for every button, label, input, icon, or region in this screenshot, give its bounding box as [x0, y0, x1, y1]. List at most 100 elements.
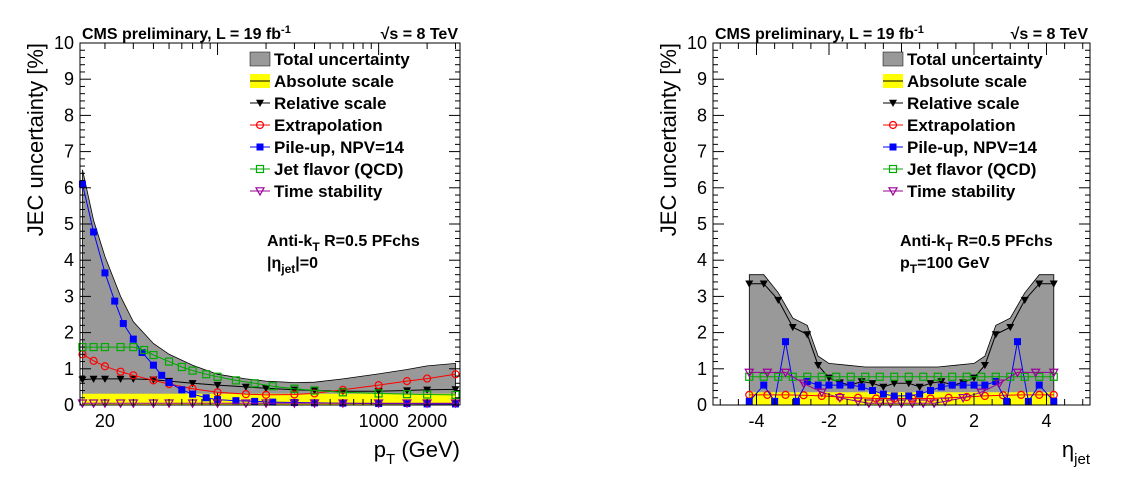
data-point — [939, 397, 951, 407]
data-point — [798, 379, 809, 389]
data-point — [188, 380, 197, 388]
data-point — [915, 383, 924, 391]
legend-marker — [255, 120, 265, 130]
data-point — [402, 390, 412, 399]
data-point — [149, 361, 157, 369]
data-point — [451, 370, 460, 379]
data-point — [89, 342, 98, 352]
data-point — [1014, 338, 1021, 346]
legend-entry: Relative scale — [250, 94, 386, 113]
data-point — [991, 331, 1000, 339]
y-axis-title: JEC uncertainty [%] — [656, 43, 681, 236]
legend-marker — [888, 164, 898, 174]
x-tick-label: 0 — [896, 411, 906, 431]
y-axis: 0 1 2 3 4 5 6 7 8 9 10 — [687, 33, 1090, 415]
data-point — [962, 392, 971, 402]
x-tick-label: 2000 — [407, 411, 447, 431]
data-point — [231, 376, 240, 385]
data-point — [251, 397, 259, 405]
data-point — [869, 387, 876, 395]
data-point — [90, 228, 98, 236]
data-point — [916, 390, 924, 398]
data-point — [129, 335, 137, 343]
data-point — [760, 381, 768, 389]
x-axis-title: pT (GeV) — [374, 437, 460, 468]
y-tick-label: 8 — [697, 105, 707, 125]
series-line-extrapolation — [82, 353, 456, 396]
data-point — [241, 383, 250, 391]
x-tick-label: 1000 — [359, 411, 399, 431]
data-point — [268, 382, 277, 391]
data-point — [158, 371, 166, 379]
data-point — [817, 372, 826, 381]
data-point — [101, 269, 109, 277]
y-tick-label: 5 — [64, 214, 74, 234]
data-point — [100, 362, 110, 371]
data-point — [1003, 397, 1011, 405]
data-point — [374, 380, 383, 390]
plot-content — [744, 274, 1059, 409]
data-point — [918, 399, 929, 409]
data-point — [78, 342, 87, 352]
legend-swatch — [882, 51, 904, 67]
legend-entry: Absolute scale — [883, 72, 1027, 91]
data-point — [138, 349, 146, 357]
legend-marker — [887, 187, 899, 197]
data-point — [213, 372, 222, 381]
data-point — [846, 372, 855, 381]
data-point — [745, 280, 754, 288]
y-tick-label: 6 — [697, 178, 707, 198]
data-point — [852, 397, 864, 407]
series-line-relative-scale — [749, 283, 1054, 388]
legend-swatch — [249, 51, 271, 67]
series-jet-flavor-qcd — [745, 372, 1058, 381]
annotation-algorithm: Anti-kT R=0.5 PFchs — [900, 233, 1053, 254]
data-point — [788, 323, 797, 332]
data-point — [885, 399, 896, 409]
data-point — [115, 399, 126, 409]
header-energy: √s = 8 TeV — [381, 26, 459, 43]
data-point — [744, 368, 755, 378]
y-tick-label: 6 — [64, 178, 74, 198]
y-tick-label: 4 — [64, 250, 74, 270]
legend-marker — [255, 164, 265, 174]
legend-label: Pile-up, NPV=14 — [907, 138, 1037, 157]
data-point — [119, 320, 127, 328]
legend-marker — [256, 99, 264, 107]
data-point — [780, 368, 791, 378]
data-point — [423, 374, 432, 383]
legend-label: Time stability — [274, 182, 383, 201]
data-point — [1035, 381, 1043, 389]
data-point — [994, 379, 1005, 389]
legend-marker — [256, 143, 264, 151]
y-tick-label: 5 — [697, 214, 707, 234]
data-point — [129, 371, 138, 380]
legend-label: Total uncertainty — [907, 50, 1043, 69]
data-point — [1035, 280, 1044, 288]
data-point — [919, 372, 928, 381]
data-point — [89, 356, 98, 365]
x-tick-label: 200 — [251, 411, 281, 431]
data-point — [232, 397, 240, 405]
header-experiment: CMS preliminary, L = 19 fb-1 — [715, 24, 924, 43]
data-point — [926, 394, 935, 403]
data-point — [781, 390, 790, 399]
chart-panel-pt: 0 1 2 3 4 5 6 7 8 9 10 20 100 200 1000 2000 JEC uncertai… — [23, 24, 461, 468]
data-point — [929, 399, 940, 409]
data-point — [451, 390, 460, 399]
x-tick-label: 100 — [203, 411, 233, 431]
y-tick-label: 2 — [697, 323, 707, 343]
data-point — [202, 394, 210, 402]
x-axis-title: ηjet — [1062, 437, 1091, 468]
legend-entry: Jet flavor (QCD) — [250, 160, 403, 179]
y-tick-label: 4 — [697, 250, 707, 270]
legend-entry: Pile-up, NPV=14 — [883, 138, 1037, 157]
data-point — [836, 381, 844, 389]
legend-label: Relative scale — [274, 94, 386, 113]
data-point — [1048, 368, 1059, 378]
data-point — [745, 372, 754, 381]
data-point — [825, 381, 833, 389]
data-point — [423, 390, 432, 399]
legend-label: Time stability — [907, 182, 1016, 201]
legend-label: Jet flavor (QCD) — [274, 160, 403, 179]
